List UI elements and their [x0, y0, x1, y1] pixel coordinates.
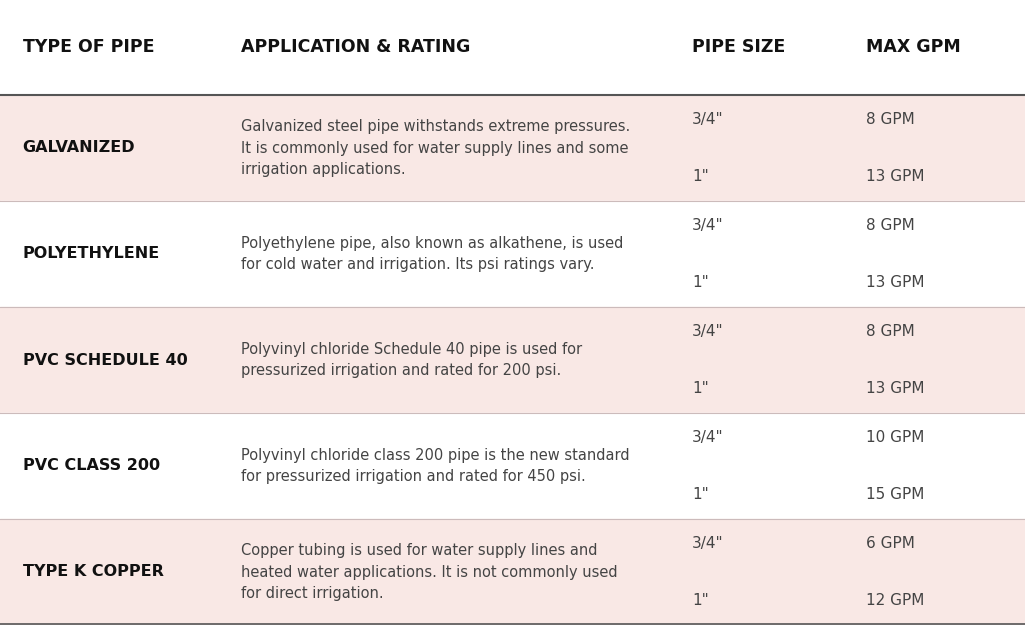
Text: PVC CLASS 200: PVC CLASS 200	[23, 459, 160, 474]
Text: PIPE SIZE: PIPE SIZE	[692, 39, 785, 56]
Text: 1": 1"	[692, 169, 708, 184]
Text: Polyvinyl chloride class 200 pipe is the new standard
for pressurized irrigation: Polyvinyl chloride class 200 pipe is the…	[241, 448, 629, 484]
Text: 1": 1"	[692, 275, 708, 290]
Text: 3/4": 3/4"	[692, 324, 724, 339]
Text: Polyvinyl chloride Schedule 40 pipe is used for
pressurized irrigation and rated: Polyvinyl chloride Schedule 40 pipe is u…	[241, 342, 582, 378]
Text: APPLICATION & RATING: APPLICATION & RATING	[241, 39, 470, 56]
Text: 3/4": 3/4"	[692, 536, 724, 551]
Text: 15 GPM: 15 GPM	[866, 487, 925, 502]
Text: 3/4": 3/4"	[692, 112, 724, 127]
Text: Galvanized steel pipe withstands extreme pressures.
It is commonly used for wate: Galvanized steel pipe withstands extreme…	[241, 119, 630, 177]
Text: 1": 1"	[692, 593, 708, 608]
Text: 13 GPM: 13 GPM	[866, 169, 925, 184]
Text: TYPE K COPPER: TYPE K COPPER	[23, 564, 163, 579]
Text: 1": 1"	[692, 381, 708, 396]
Text: 3/4": 3/4"	[692, 218, 724, 233]
Text: Copper tubing is used for water supply lines and
heated water applications. It i: Copper tubing is used for water supply l…	[241, 543, 617, 601]
Text: TYPE OF PIPE: TYPE OF PIPE	[23, 39, 154, 56]
Bar	[0, 307, 1025, 413]
Text: 13 GPM: 13 GPM	[866, 381, 925, 396]
Text: 8 GPM: 8 GPM	[866, 324, 915, 339]
Text: 8 GPM: 8 GPM	[866, 112, 915, 127]
Bar	[0, 519, 1025, 625]
Text: MAX GPM: MAX GPM	[866, 39, 960, 56]
Text: 6 GPM: 6 GPM	[866, 536, 915, 551]
Text: 3/4": 3/4"	[692, 430, 724, 445]
Text: 10 GPM: 10 GPM	[866, 430, 925, 445]
Text: POLYETHYLENE: POLYETHYLENE	[23, 246, 160, 261]
Text: 1": 1"	[692, 487, 708, 502]
Bar	[0, 95, 1025, 201]
Text: 12 GPM: 12 GPM	[866, 593, 925, 608]
Text: 13 GPM: 13 GPM	[866, 275, 925, 290]
Text: GALVANIZED: GALVANIZED	[23, 141, 135, 156]
Text: Polyethylene pipe, also known as alkathene, is used
for cold water and irrigatio: Polyethylene pipe, also known as alkathe…	[241, 236, 623, 272]
Text: 8 GPM: 8 GPM	[866, 218, 915, 233]
Text: PVC SCHEDULE 40: PVC SCHEDULE 40	[23, 352, 188, 367]
Bar	[0, 201, 1025, 307]
Bar	[0, 413, 1025, 519]
Bar	[0, 0, 1025, 95]
